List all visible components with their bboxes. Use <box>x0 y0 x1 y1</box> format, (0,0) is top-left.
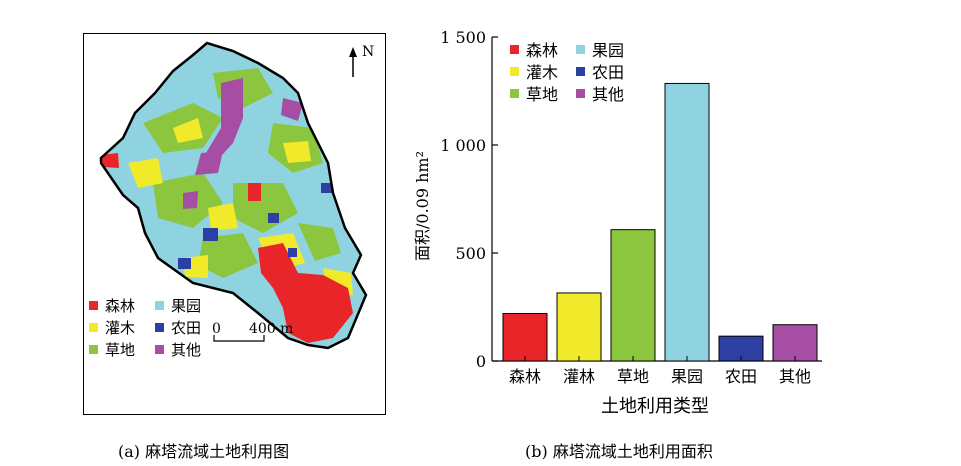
x-tick-label: 农田 <box>725 367 757 386</box>
chart-legend-swatch <box>576 45 585 54</box>
y-tick-label: 1 000 <box>440 136 486 155</box>
x-tick-label: 灌林 <box>563 367 595 386</box>
y-tick-label: 0 <box>476 352 486 371</box>
scale-end-label: 400 m <box>249 321 293 337</box>
chart-legend-swatch <box>576 89 585 98</box>
land-use-area-chart-panel: 0 500 1 000 1 500 森林 灌林 草地 果园 农田 其他 森林 果园 灌木 农田 草地 其他 … <box>400 10 880 430</box>
x-axis-label: 土地利用类型 <box>601 396 709 417</box>
scale-bar <box>213 335 265 342</box>
chart-legend-swatch <box>510 89 519 98</box>
map-legend-label: 其他 <box>171 341 201 359</box>
caption-map: (a) 麻塔流域土地利用图 <box>118 442 290 461</box>
y-tick-label: 1 500 <box>440 28 486 47</box>
chart-legend-label: 其他 <box>592 85 624 104</box>
north-label: N <box>362 44 374 60</box>
x-tick-label: 草地 <box>617 367 649 386</box>
caption-chart: (b) 麻塔流域土地利用面积 <box>525 442 713 461</box>
chart-legend-label: 草地 <box>526 85 558 104</box>
map-legend-swatch <box>89 323 98 332</box>
map-legend-swatch <box>155 301 164 310</box>
map-legend-swatch <box>155 323 164 332</box>
map-legend-label: 草地 <box>105 341 135 359</box>
chart-legend-label: 果园 <box>592 41 624 60</box>
map-legend-swatch <box>89 301 98 310</box>
basin-boundary <box>99 41 368 350</box>
bar-5 <box>772 324 818 362</box>
x-tick-label: 森林 <box>509 367 541 386</box>
map-legend-swatch <box>89 345 98 354</box>
map-legend-label: 果园 <box>171 297 201 315</box>
bar-1 <box>556 292 602 362</box>
chart-legend-swatch <box>510 45 519 54</box>
x-tick-label: 其他 <box>779 367 811 386</box>
y-axis-label: 面积/0.09 hm² <box>413 151 432 261</box>
chart-legend-swatch <box>510 67 519 76</box>
chart-legend-label: 灌木 <box>526 63 558 82</box>
map-legend-label: 森林 <box>105 297 135 315</box>
chart-legend-label: 农田 <box>592 63 624 82</box>
map-legend-swatch <box>155 345 164 354</box>
chart-legend-label: 森林 <box>526 41 558 60</box>
scale-zero-label: 0 <box>212 321 221 337</box>
chart-bars <box>502 82 818 362</box>
bar-0 <box>502 312 548 362</box>
north-arrow-icon <box>349 47 357 77</box>
y-tick-label: 500 <box>455 244 486 263</box>
map-legend-label: 农田 <box>171 319 201 337</box>
map-legend-label: 灌木 <box>105 319 135 337</box>
chart-legend-swatch <box>576 67 585 76</box>
land-use-map-panel: N 森林 果园灌木 农田草地 其他 0 400 m <box>83 33 386 415</box>
bar-3 <box>664 82 710 362</box>
bar-2 <box>610 229 656 362</box>
x-tick-label: 果园 <box>671 367 703 386</box>
